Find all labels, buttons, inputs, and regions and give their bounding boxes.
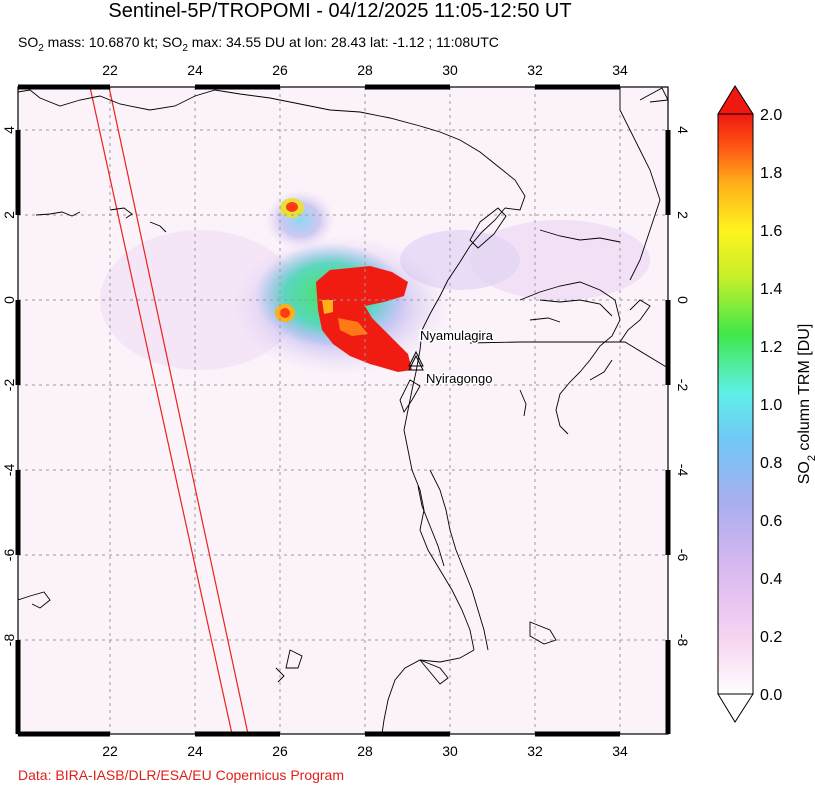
svg-text:22: 22 [102, 62, 118, 78]
svg-text:1.8: 1.8 [760, 165, 782, 182]
svg-text:34: 34 [612, 62, 628, 78]
lat-labels-right: 4 2 0 -2 -4 -6 -8 [675, 126, 691, 646]
svg-text:0: 0 [675, 296, 691, 304]
svg-text:30: 30 [442, 62, 458, 78]
svg-text:2: 2 [675, 211, 691, 219]
svg-text:26: 26 [272, 62, 288, 78]
svg-text:-8: -8 [675, 634, 691, 647]
orbit-swath-edges [89, 87, 249, 734]
colorbar-max-arrow [717, 85, 754, 115]
nyiragongo-label: Nyiragongo [426, 371, 493, 386]
svg-text:24: 24 [187, 743, 203, 759]
colorbar-min-arrow [717, 693, 754, 723]
svg-text:1.6: 1.6 [760, 223, 782, 240]
svg-text:0.8: 0.8 [760, 455, 782, 472]
colorbar: 2.0 1.8 1.6 1.4 1.2 1.0 0.8 0.6 0.4 0.2 … [717, 85, 815, 723]
map-frame [17, 86, 669, 735]
svg-text:1.4: 1.4 [760, 281, 782, 298]
map-background [18, 87, 668, 734]
svg-text:-2: -2 [1, 379, 17, 392]
svg-text:0.0: 0.0 [760, 687, 782, 704]
colorbar-ticks: 2.0 1.8 1.6 1.4 1.2 1.0 0.8 0.6 0.4 0.2 … [760, 107, 782, 704]
nyamulagira-marker [408, 350, 424, 367]
svg-text:28: 28 [357, 62, 373, 78]
svg-text:0: 0 [1, 296, 17, 304]
so2-max-region [316, 266, 412, 372]
lat-labels-left: 4 2 0 -2 -4 -6 -8 [1, 126, 17, 646]
svg-text:34: 34 [612, 743, 628, 759]
svg-text:1.0: 1.0 [760, 397, 782, 414]
svg-text:-6: -6 [675, 549, 691, 562]
map-title: Sentinel-5P/TROPOMI - 04/12/2025 11:05-1… [108, 0, 572, 22]
borders-and-lakes [18, 87, 668, 734]
svg-text:2: 2 [1, 211, 17, 219]
nyiragongo-marker [408, 354, 424, 371]
svg-text:1.2: 1.2 [760, 339, 782, 356]
svg-text:-4: -4 [1, 464, 17, 477]
svg-text:32: 32 [527, 743, 543, 759]
colorbar-gradient [717, 113, 754, 695]
so2-plume [230, 190, 450, 375]
graticule [18, 87, 668, 734]
frame-ticks [15, 84, 671, 737]
svg-text:0.4: 0.4 [760, 571, 782, 588]
svg-text:4: 4 [675, 126, 691, 134]
svg-text:-4: -4 [675, 464, 691, 477]
nyamulagira-label: Nyamulagira [420, 328, 494, 343]
svg-text:-8: -8 [1, 634, 17, 647]
lon-labels-top: 22 24 26 28 30 32 34 [102, 62, 628, 78]
svg-text:2.0: 2.0 [760, 107, 782, 124]
volcano-markers: Nyamulagira Nyiragongo [408, 327, 495, 388]
svg-text:28: 28 [357, 743, 373, 759]
colorbar-label: SO2 column TRM [DU] [796, 324, 815, 485]
so2-summary: SO2 mass: 10.6870 kt; SO2 max: 34.55 DU … [18, 34, 499, 54]
svg-text:26: 26 [272, 743, 288, 759]
svg-text:30: 30 [442, 743, 458, 759]
svg-text:0.6: 0.6 [760, 513, 782, 530]
lon-labels-bottom: 22 24 26 28 30 32 34 [102, 743, 628, 759]
svg-text:32: 32 [527, 62, 543, 78]
svg-text:0.2: 0.2 [760, 629, 782, 646]
svg-text:-2: -2 [675, 379, 691, 392]
svg-text:-6: -6 [1, 549, 17, 562]
svg-text:24: 24 [187, 62, 203, 78]
svg-text:4: 4 [1, 126, 17, 134]
svg-text:22: 22 [102, 743, 118, 759]
data-credit: Data: BIRA-IASB/DLR/ESA/EU Copernicus Pr… [18, 767, 345, 783]
